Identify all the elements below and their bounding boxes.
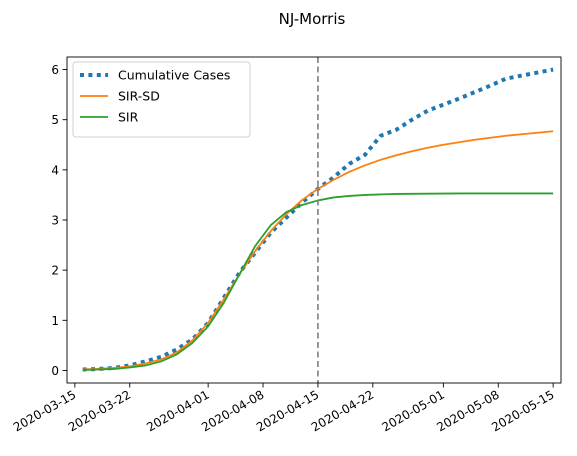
y-tick-label: 0 [51, 364, 59, 378]
x-tick-label: 2020-04-22 [309, 387, 376, 434]
y-tick-label: 3 [51, 214, 59, 228]
y-tick-label: 4 [51, 163, 59, 177]
legend-box [72, 61, 251, 138]
y-tick-label: 6 [51, 63, 59, 77]
legend-label-1: Cumulative Cases [118, 68, 230, 83]
y-tick-label: 5 [51, 113, 59, 127]
y-tick-label: 1 [51, 314, 59, 328]
chart-title: NJ-Morris [279, 10, 346, 28]
legend-label-3: SIR [118, 110, 139, 125]
series-line-3 [82, 192, 554, 371]
legend-label-2: SIR-SD [118, 89, 160, 104]
y-tick-label: 2 [51, 264, 59, 278]
x-tick-label: 2020-03-22 [66, 387, 133, 434]
series-line-2 [82, 130, 554, 371]
x-tick-label: 2020-05-15 [489, 387, 556, 434]
